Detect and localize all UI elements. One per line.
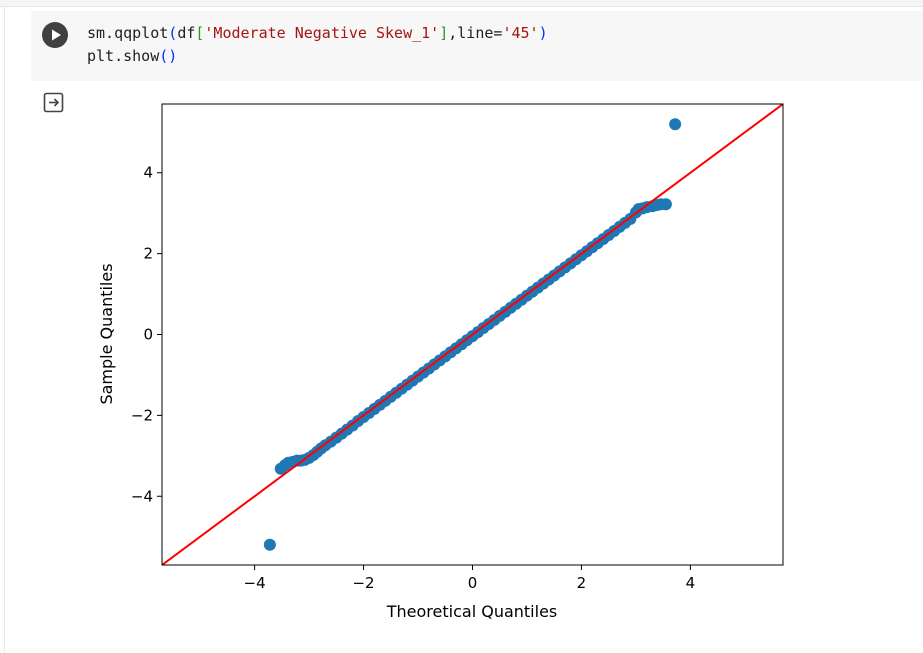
- x-tick-label: −4: [244, 574, 266, 592]
- x-tick-label: 4: [686, 574, 696, 592]
- x-tick-label: −2: [352, 574, 374, 592]
- qq-point: [669, 118, 682, 131]
- code-token: sm.qqplot: [87, 24, 169, 42]
- x-tick-label: 2: [577, 574, 587, 592]
- code-token: 'Moderate Negative Skew_1': [204, 24, 440, 42]
- output-redirect-icon[interactable]: [41, 91, 67, 113]
- reference-line: [162, 104, 783, 565]
- code-token: plt.show: [87, 47, 160, 65]
- x-tick-label: 0: [468, 574, 478, 592]
- code-token: ,line=: [448, 24, 503, 42]
- code-editor[interactable]: sm.qqplot(df['Moderate Negative Skew_1']…: [87, 22, 548, 68]
- qq-point: [263, 538, 276, 551]
- run-cell-button[interactable]: [42, 22, 68, 48]
- code-token: '45': [502, 24, 539, 42]
- y-tick-label: 0: [143, 326, 153, 344]
- y-tick-label: −4: [131, 487, 153, 505]
- code-token: ]: [439, 24, 449, 42]
- code-token: df: [177, 24, 196, 42]
- code-token: (: [168, 24, 178, 42]
- code-token: ): [538, 24, 548, 42]
- y-tick-label: 2: [143, 245, 153, 263]
- qq-plot: −4 −2 0 2 4 −4 −2 0 2 4 Theoretical Quantiles Sa…: [97, 103, 784, 621]
- y-tick-label: −2: [131, 406, 153, 424]
- cell-left-border: [4, 6, 5, 653]
- play-icon: [52, 29, 61, 41]
- y-tick-label: 4: [143, 164, 153, 182]
- notebook-top-strip: [0, 0, 923, 7]
- y-axis-label: Sample Quantiles: [97, 263, 116, 404]
- code-token: [: [195, 24, 205, 42]
- code-cell[interactable]: [31, 11, 923, 81]
- x-axis-label: Theoretical Quantiles: [386, 602, 558, 621]
- qq-point: [659, 198, 672, 211]
- code-token: (): [159, 47, 178, 65]
